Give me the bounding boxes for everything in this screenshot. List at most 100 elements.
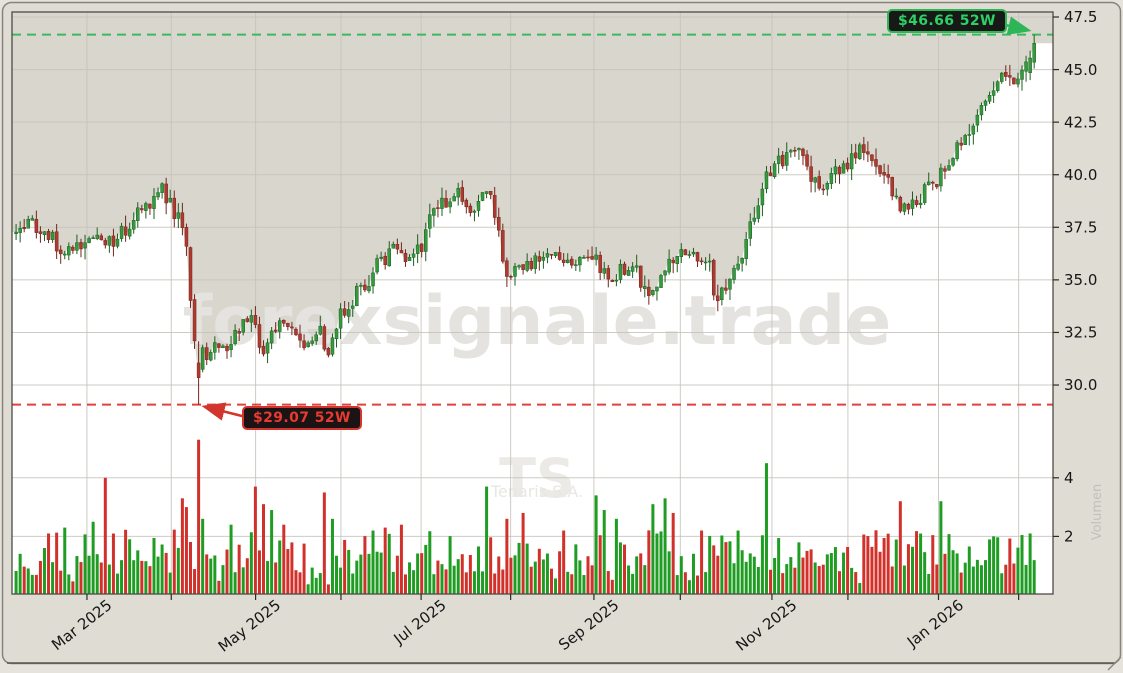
candle-body [582,256,586,259]
volume-bar [659,531,663,594]
volume-bar [635,556,639,594]
volume-bar [837,571,841,594]
volume-bar [590,565,594,594]
volume-bar [967,546,971,594]
volume-bar [610,579,614,594]
volume-bar [675,575,679,594]
candle-body [797,148,801,151]
volume-bar [525,543,529,594]
volume-bar [468,554,472,594]
candle-body [695,252,700,262]
candle-body [18,228,22,233]
52w-low-arrow [201,402,247,421]
volume-bar [460,554,464,594]
volume-bar [541,559,545,594]
volume-bar [351,573,355,594]
volume-bar [623,544,627,594]
volume-bar [408,562,412,594]
candle-body [898,196,903,212]
candle-body [505,260,509,277]
candle-body [63,253,67,256]
volume-bar [493,573,497,594]
candle-body [626,270,631,276]
volume-bar [71,581,75,594]
candle-body [870,154,874,161]
volume-bar [955,553,959,594]
candle-body [817,176,821,189]
candle-body [699,260,704,263]
volume-bar [412,570,416,594]
candle-body [298,333,302,341]
volume-bar [720,535,724,594]
candle-body [168,197,172,203]
volume-bar [476,546,480,594]
candle-body [265,342,270,354]
volume-bar [472,571,476,594]
candle-body [123,226,128,236]
candle-body [772,163,777,178]
candle-body [894,195,899,198]
candle-body [825,183,830,190]
candle-body [176,212,181,219]
candle-body [910,199,915,209]
candle-body [249,315,254,323]
candle-body [963,135,967,145]
volume-bar [716,555,720,594]
candle-body [707,260,712,263]
candle-body [914,200,919,206]
volume-bar [935,564,939,594]
volume-bar [606,571,610,594]
volume-bar [379,552,383,594]
volume-bar [586,556,590,594]
volume-bar [996,537,1000,594]
volume-bar [842,552,846,594]
volume-bar [26,568,30,594]
candle-body [342,308,347,316]
volume-bar [854,572,858,594]
volume-bar [760,535,764,594]
volume-bar [647,530,651,594]
volume-bar [773,557,777,594]
volume-bar [1016,547,1020,594]
candle-body [436,207,440,209]
watermark-logo: TS [499,447,575,510]
volume-bar [55,532,59,594]
candle-body [849,153,854,170]
volume-bar [533,561,537,594]
candle-body [541,256,546,261]
volume-bar [545,553,549,594]
volume-bar [639,553,643,594]
candle-body [829,172,834,184]
volume-bar [213,555,217,594]
volume-bar [124,529,128,594]
candle-body [302,340,306,349]
candle-body [979,105,984,116]
candle-body [253,315,258,325]
price-tick-label: 30.0 [1064,376,1097,394]
candle-body [54,231,59,252]
candle-body [598,255,602,273]
candle-body [643,286,647,289]
candle-body [703,261,708,264]
candle-body [1024,61,1028,72]
candle-body [127,228,132,237]
volume-bar [359,554,363,594]
candle-body [565,259,570,263]
candle-body [675,256,679,264]
candle-body [1020,69,1024,80]
candle-body [862,144,866,153]
candle-body [460,187,465,202]
plot-border [11,11,1054,595]
volume-bar [866,536,870,594]
volume-bar [696,575,700,594]
volume-bar [164,552,168,594]
volume-bar [817,566,821,594]
volume-bar [221,565,225,594]
candle-body [411,253,416,258]
candle-body [484,191,489,194]
price-underfill-area [12,43,1053,594]
candle-body [330,337,335,355]
candle-body [509,276,513,278]
candle-body [95,234,99,239]
volume-bar [347,549,351,594]
